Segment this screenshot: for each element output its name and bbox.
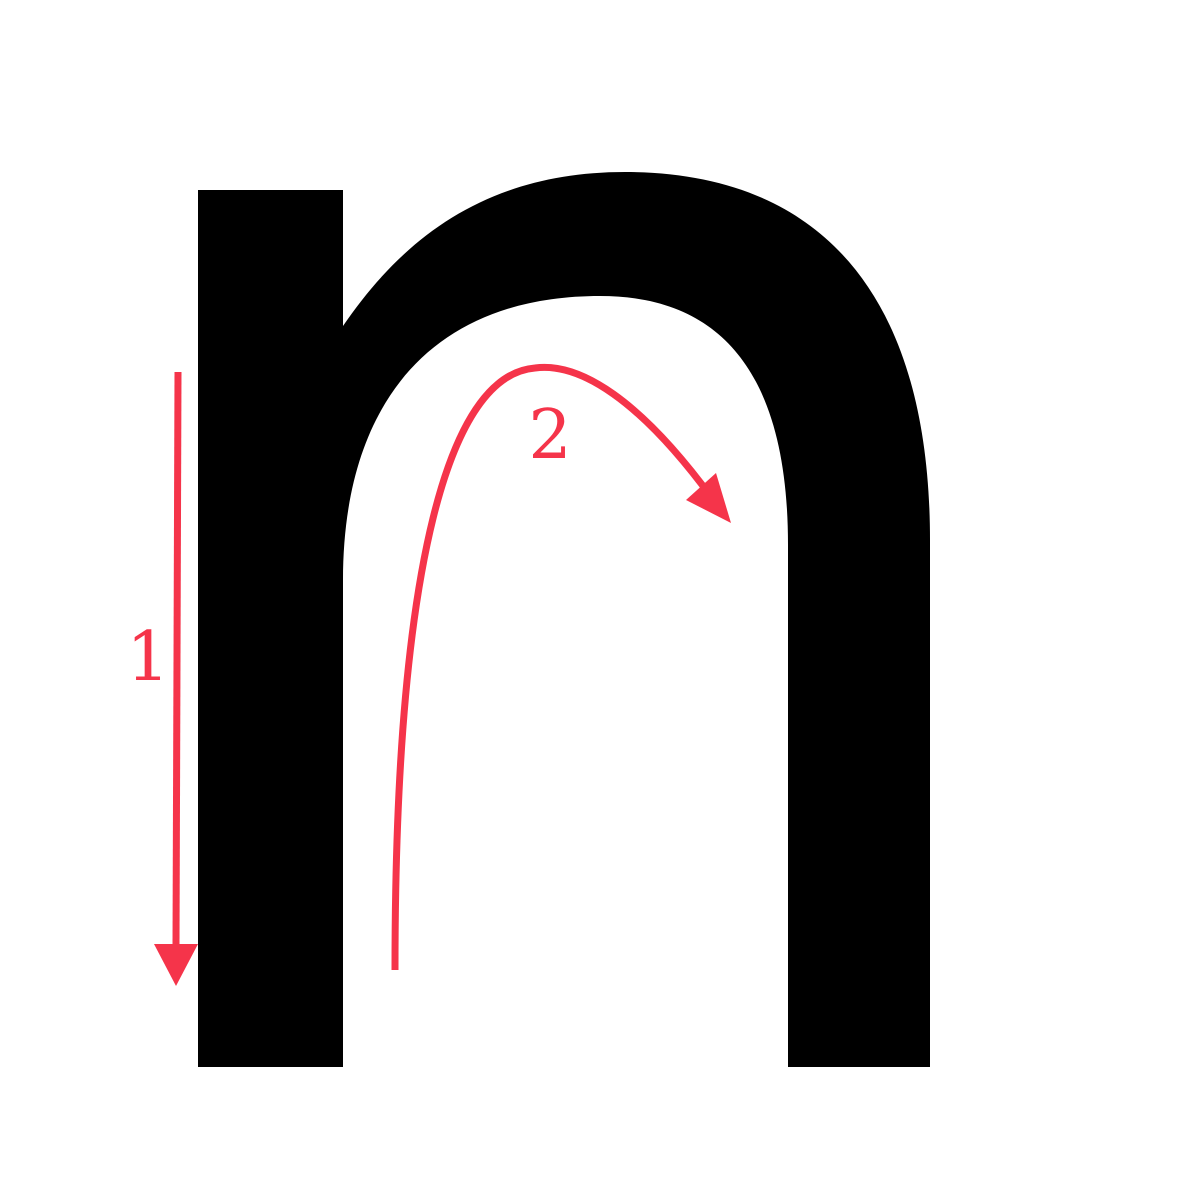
stroke-2-arrowhead	[686, 473, 731, 523]
stroke-1-number-label: 1	[126, 618, 169, 697]
stroke-1-arrow	[172, 371, 182, 945]
stroke-2-number-label: 2	[528, 396, 571, 475]
letter-n-glyph	[198, 172, 930, 1067]
stroke-2-arrow	[391, 363, 715, 971]
stroke-1-arrowhead	[154, 944, 198, 986]
